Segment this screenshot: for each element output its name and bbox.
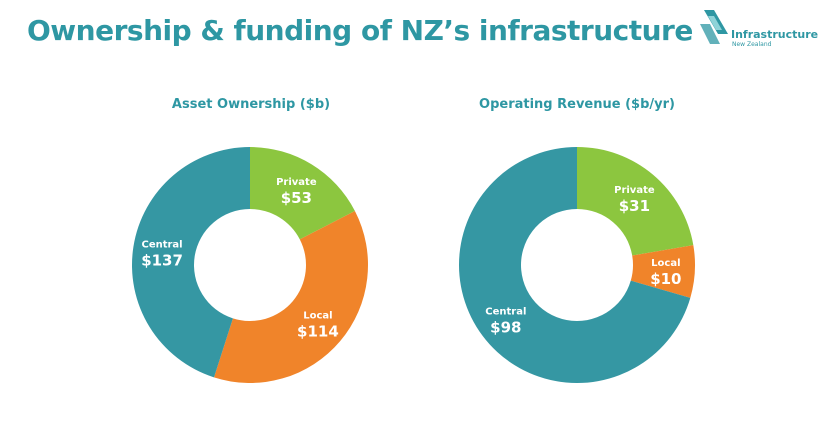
asset-slice-private (250, 147, 355, 240)
asset-value-private: $53 (281, 189, 312, 207)
asset-label-central: Central (141, 239, 182, 250)
revenue-value-private: $31 (619, 197, 650, 215)
revenue-label-private: Private (614, 185, 655, 196)
revenue-slice-central (459, 147, 691, 383)
revenue-value-local: $10 (650, 270, 681, 288)
revenue-label-local: Local (651, 258, 680, 269)
asset-value-central: $137 (141, 251, 183, 269)
infrastructure-nz-logo: Infrastructure New Zealand (694, 4, 818, 50)
revenue-value-central: $98 (490, 318, 521, 336)
logo-subtitle: New Zealand (732, 41, 772, 48)
asset-slice-central (131, 147, 250, 378)
revenue-slice-local (630, 245, 695, 298)
asset-label-local: Local (303, 311, 332, 322)
asset-ownership-chart-title: Asset Ownership ($b) (171, 97, 331, 112)
asset-label-private: Private (276, 177, 317, 188)
page-title: Ownership & funding of NZ’s infrastructu… (27, 14, 693, 47)
asset-slice-local (214, 210, 369, 384)
asset-value-local: $114 (297, 323, 339, 341)
revenue-label-central: Central (485, 306, 526, 317)
revenue-slice-private (577, 147, 694, 256)
logo-name: Infrastructure (731, 28, 819, 41)
logo-mark-icon (700, 10, 728, 44)
operating-revenue-chart-title: Operating Revenue ($b/yr) (479, 97, 675, 112)
